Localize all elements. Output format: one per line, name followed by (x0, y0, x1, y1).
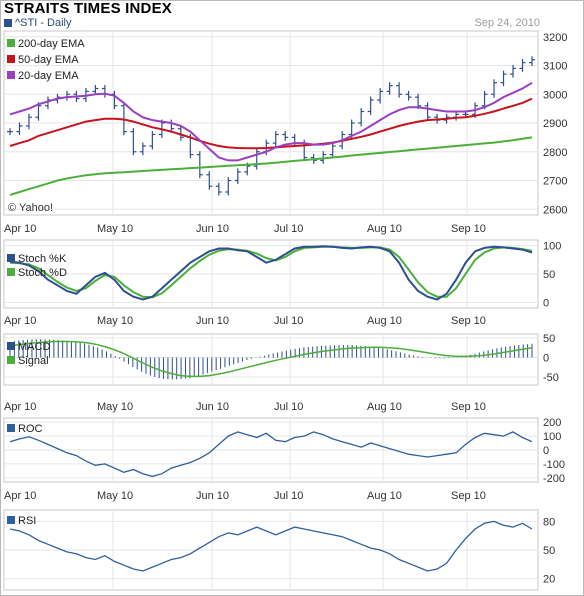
x-axis-label: Sep 10 (451, 490, 486, 502)
x-axis-label: Apr 10 (4, 401, 36, 413)
chart-date: Sep 24, 2010 (474, 17, 540, 29)
stoch-ytick-label: 0 (543, 297, 549, 309)
price-ytick-label: 3000 (543, 89, 567, 101)
roc-panel (3, 417, 539, 483)
x-axis-label: Sep 10 (451, 401, 486, 413)
chart-subtitle: ^STI - Daily (4, 17, 72, 29)
rsi-ytick-label: 50 (543, 545, 555, 557)
legend-stoch-k: Stoch %K (18, 253, 67, 265)
rsi-panel (3, 509, 539, 591)
roc-ytick-label: 200 (543, 417, 561, 429)
legend-swatch (7, 55, 15, 63)
x-axis-label: Jun 10 (196, 315, 229, 327)
legend-stoch-d: Stoch %D (18, 267, 67, 279)
yahoo-credit: © Yahoo! (8, 202, 53, 214)
macd-ytick-label: 0 (543, 353, 549, 365)
ema20-line (9, 81, 533, 162)
x-axis-label: Aug 10 (367, 401, 402, 413)
macd-panel (3, 333, 539, 386)
x-axis-label: Apr 10 (4, 315, 36, 327)
x-axis-label: May 10 (97, 490, 133, 502)
price-ytick-label: 3200 (543, 32, 567, 44)
roc-ytick-label: -100 (543, 459, 565, 471)
legend-roc: ROC (18, 423, 43, 435)
ema50-line (9, 97, 533, 150)
price-ytick-label: 3100 (543, 61, 567, 73)
legend-swatch (7, 254, 15, 262)
x-axis-label: Apr 10 (4, 490, 36, 502)
x-axis-label: Jul 10 (274, 315, 303, 327)
x-axis-label: Apr 10 (4, 223, 36, 235)
rsi-ytick-label: 80 (543, 516, 555, 528)
stoch-k-line (9, 245, 533, 301)
signal-line (9, 340, 533, 378)
price-ytick-label: 2900 (543, 118, 567, 130)
x-axis-label: Jun 10 (196, 401, 229, 413)
x-axis-label: Jul 10 (274, 223, 303, 235)
legend-20-day-ema: 20-day EMA (18, 70, 79, 82)
macd-plot-area (3, 333, 539, 386)
macd-ytick-label: -50 (543, 372, 559, 384)
price-ytick-label: 2800 (543, 147, 567, 159)
stoch-ytick-label: 100 (543, 241, 561, 253)
legend-swatch (7, 268, 15, 276)
x-axis-label: Aug 10 (367, 223, 402, 235)
x-axis-label: Aug 10 (367, 315, 402, 327)
legend-swatch (7, 71, 15, 79)
price-ytick-label: 2700 (543, 176, 567, 188)
roc-ytick-label: -200 (543, 473, 565, 485)
x-axis-label: Sep 10 (451, 223, 486, 235)
roc-line (9, 431, 533, 478)
x-axis-label: Sep 10 (451, 315, 486, 327)
legend-swatch (7, 424, 15, 432)
x-axis-label: Jul 10 (274, 401, 303, 413)
ema200-line (9, 136, 533, 196)
rsi-line (9, 520, 533, 572)
x-axis-label: May 10 (97, 315, 133, 327)
stoch-ytick-label: 50 (543, 269, 555, 281)
legend-swatch (7, 39, 15, 47)
x-axis-label: Aug 10 (367, 490, 402, 502)
roc-ytick-label: 100 (543, 431, 561, 443)
macd-ytick-label: 50 (543, 333, 555, 345)
x-axis-label: Jun 10 (196, 223, 229, 235)
ticker-label: ^STI - Daily (15, 17, 72, 29)
legend-200-day-ema: 200-day EMA (18, 38, 85, 50)
price-panel (3, 30, 539, 216)
x-axis-label: May 10 (97, 223, 133, 235)
legend-swatch (7, 356, 15, 364)
legend-macd: MACD (18, 341, 50, 353)
price-ytick-label: 2600 (543, 204, 567, 216)
rsi-ytick-label: 20 (543, 574, 555, 586)
legend-swatch (7, 342, 15, 350)
legend-swatch (7, 516, 15, 524)
x-axis-label: Jul 10 (274, 490, 303, 502)
price-color-swatch (4, 19, 12, 27)
chart-title: STRAITS TIMES INDEX (4, 0, 172, 17)
roc-ytick-label: 0 (543, 445, 549, 457)
legend-rsi: RSI (18, 515, 36, 527)
x-axis-label: May 10 (97, 401, 133, 413)
stoch-d-line (9, 245, 533, 299)
x-axis-label: Jun 10 (196, 490, 229, 502)
legend-signal: Signal (18, 355, 49, 367)
stoch-panel (3, 239, 539, 309)
legend-50-day-ema: 50-day EMA (18, 54, 79, 66)
